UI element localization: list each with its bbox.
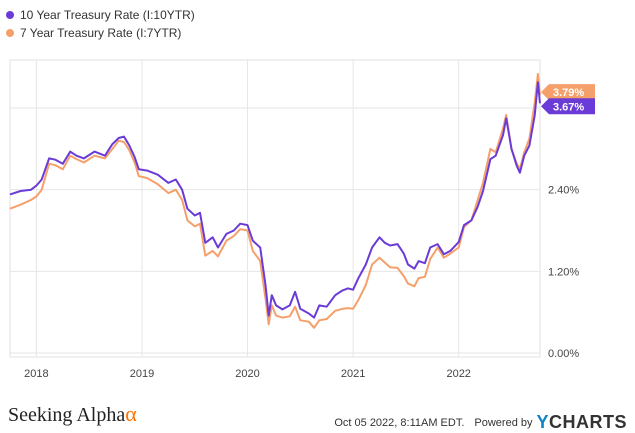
chart-legend: 10 Year Treasury Rate (I:10YTR) 7 Year T…	[6, 6, 195, 42]
powered-by-label: Powered by	[474, 416, 533, 429]
gridlines	[10, 60, 540, 357]
legend-swatch-10y	[6, 11, 14, 19]
legend-label-7y: 7 Year Treasury Rate (I:7YTR)	[20, 26, 182, 40]
alpha-symbol: α	[125, 401, 137, 426]
end-value-labels: 3.79% 3.67%	[541, 84, 595, 115]
brand-text: Seeking Alpha	[8, 404, 126, 426]
end-value-label: 3.79%	[553, 87, 584, 99]
x-axis-ticks: 2018 2019 2020 2021 2022	[24, 368, 471, 380]
ycharts-text: CHARTS	[549, 412, 627, 432]
timestamp: Oct 05 2022, 8:11AM EDT.	[334, 416, 465, 429]
end-label-flag	[541, 84, 595, 101]
plot-area	[9, 59, 541, 358]
x-tick-label: 2021	[341, 368, 365, 380]
legend-swatch-7y	[6, 29, 14, 37]
legend-item[interactable]: 10 Year Treasury Rate (I:10YTR)	[6, 6, 195, 24]
series-lines	[9, 73, 541, 329]
y-axis-ticks: 0.00% 1.20% 2.40%	[548, 185, 579, 360]
x-tick-label: 2020	[235, 368, 259, 380]
x-tick-label: 2019	[130, 368, 154, 380]
ycharts-y: Y	[536, 412, 549, 432]
y-tick-label: 0.00%	[548, 348, 579, 360]
legend-label-10y: 10 Year Treasury Rate (I:10YTR)	[20, 8, 195, 22]
ycharts-logo[interactable]: YCHARTS	[536, 412, 627, 433]
legend-item[interactable]: 7 Year Treasury Rate (I:7YTR)	[6, 24, 195, 42]
y-tick-label: 2.40%	[548, 185, 579, 197]
end-value-label: 3.67%	[553, 101, 584, 113]
end-label-flag	[541, 98, 595, 115]
y-tick-label: 1.20%	[548, 266, 579, 278]
seeking-alpha-logo[interactable]: Seeking Alphaα	[8, 401, 137, 427]
x-tick-label: 2022	[446, 368, 470, 380]
x-tick-label: 2018	[24, 368, 48, 380]
series-line-10y	[9, 81, 541, 319]
footer-credits: Oct 05 2022, 8:11AM EDT. Powered by YCHA…	[334, 412, 627, 433]
